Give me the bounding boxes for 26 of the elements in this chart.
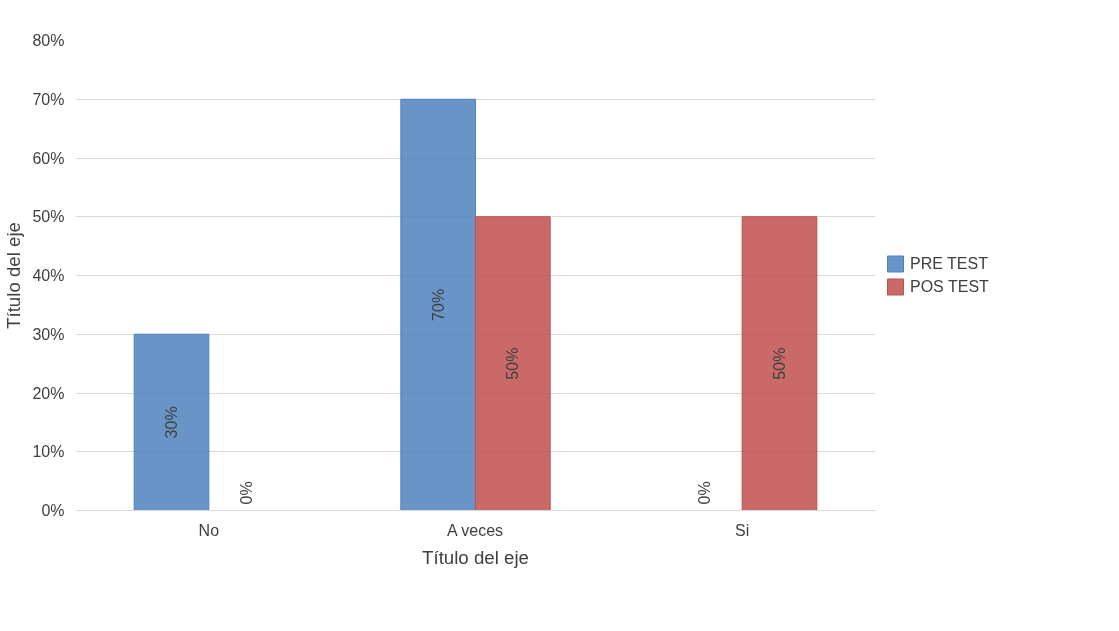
bar	[475, 216, 551, 511]
y-tick-label: 40%	[32, 267, 65, 284]
data-label: 30%	[163, 406, 180, 439]
y-tick-label: 50%	[32, 208, 65, 226]
y-tick-label: 80%	[32, 32, 65, 49]
x-tick-label: No	[198, 521, 220, 539]
x-tick-label: Si	[735, 521, 750, 539]
y-tick-label: 0%	[41, 502, 65, 519]
data-label: 0%	[237, 481, 255, 505]
bar	[400, 98, 476, 511]
y-tick-label: 70%	[32, 90, 65, 108]
data-label: 0%	[696, 481, 714, 505]
data-label: 50%	[771, 347, 788, 380]
y-tick-label: 20%	[32, 384, 65, 402]
y-tick-label: 10%	[32, 443, 65, 461]
legend-label: POS TEST	[910, 277, 989, 296]
bar	[133, 333, 210, 511]
x-tick-label: A veces	[447, 521, 504, 539]
y-tick-label: 60%	[32, 149, 65, 167]
legend-label: PRE TEST	[910, 254, 988, 273]
bar	[741, 216, 818, 511]
data-label: 50%	[504, 347, 522, 380]
data-label: 70%	[429, 288, 447, 321]
x-axis-title: Título del eje	[422, 546, 529, 568]
y-tick-label: 30%	[32, 325, 65, 343]
y-axis-title: Título del eje	[3, 222, 25, 329]
